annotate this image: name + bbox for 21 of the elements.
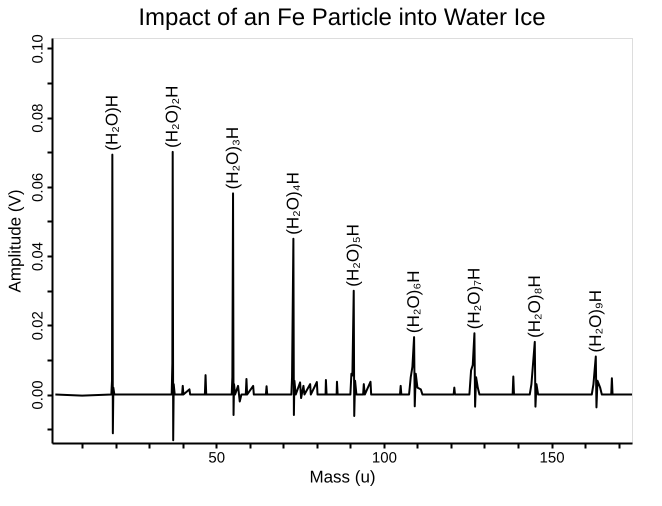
y-tick-label: 0.00 [30,380,46,410]
annotation: (H₂O)₃H [223,126,242,190]
annotation: (H₂O)₉H [586,290,605,352]
x-tick-label: 50 [208,450,226,466]
y-tick-label: 0.04 [30,242,46,272]
y-tick-label: 0.10 [30,34,46,64]
x-tick-label: 150 [540,450,565,466]
annotation: (H₂O)₇H [464,268,484,330]
x-axis-title: Mass (u) [309,468,376,486]
y-tick-label: 0.08 [30,104,46,133]
annotation: (H₂O)₂H [162,86,182,148]
y-axis-title: Amplitude (V) [6,190,24,292]
annotation: (H₂O)H [102,94,122,151]
annotation: (H₂O)₅H [344,224,363,287]
chart-title: Impact of an Fe Particle into Water Ice [138,4,546,31]
y-tick-label: 0.02 [30,311,46,340]
annotation: (H₂O)₈H [524,275,544,338]
x-tick-label: 100 [372,450,397,466]
y-tick-label: 0.06 [30,172,46,202]
annotation: (H₂O)₆H [404,270,424,334]
annotation: (H₂O)₄H [283,172,302,235]
